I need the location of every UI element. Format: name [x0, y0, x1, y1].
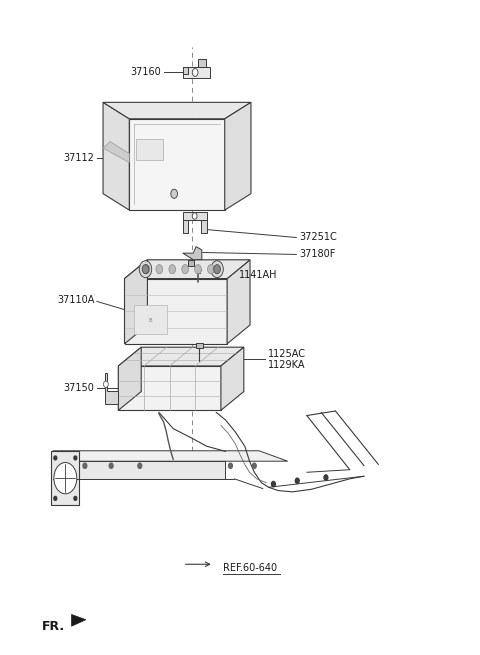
- Polygon shape: [198, 59, 205, 67]
- Polygon shape: [221, 347, 244, 410]
- Circle shape: [182, 265, 189, 274]
- Polygon shape: [124, 260, 250, 278]
- Circle shape: [138, 463, 142, 468]
- Polygon shape: [201, 220, 206, 233]
- Text: REF.60-640: REF.60-640: [223, 563, 277, 572]
- Circle shape: [252, 463, 256, 468]
- Polygon shape: [118, 347, 244, 366]
- Circle shape: [74, 496, 77, 500]
- Polygon shape: [53, 451, 288, 461]
- Circle shape: [156, 265, 163, 274]
- Polygon shape: [105, 373, 118, 404]
- Circle shape: [192, 213, 197, 219]
- Circle shape: [192, 69, 198, 77]
- Text: FR.: FR.: [42, 620, 65, 633]
- Polygon shape: [183, 247, 202, 259]
- Polygon shape: [103, 102, 251, 119]
- Text: 1129KA: 1129KA: [268, 360, 305, 369]
- Polygon shape: [118, 366, 221, 410]
- Circle shape: [83, 463, 87, 468]
- Text: 37112: 37112: [63, 153, 95, 163]
- Polygon shape: [103, 141, 129, 162]
- Circle shape: [211, 261, 223, 278]
- Circle shape: [139, 261, 152, 278]
- Polygon shape: [188, 259, 194, 266]
- Polygon shape: [183, 67, 210, 79]
- Polygon shape: [72, 614, 86, 626]
- Polygon shape: [183, 212, 206, 220]
- Text: 37150: 37150: [63, 383, 95, 393]
- Circle shape: [228, 463, 232, 468]
- Text: 37160: 37160: [131, 67, 161, 77]
- Text: B: B: [149, 318, 153, 324]
- Circle shape: [214, 265, 220, 274]
- Circle shape: [54, 462, 77, 494]
- Circle shape: [207, 265, 214, 274]
- Circle shape: [169, 265, 176, 274]
- Polygon shape: [183, 67, 189, 75]
- Circle shape: [54, 496, 57, 500]
- Polygon shape: [225, 102, 251, 210]
- Text: 37110A: 37110A: [57, 295, 95, 305]
- Polygon shape: [118, 347, 141, 410]
- Polygon shape: [51, 451, 79, 505]
- Circle shape: [74, 456, 77, 460]
- Polygon shape: [134, 305, 168, 334]
- Text: 1141AH: 1141AH: [239, 271, 277, 280]
- Circle shape: [142, 265, 149, 274]
- Polygon shape: [129, 119, 225, 210]
- Circle shape: [54, 456, 57, 460]
- Polygon shape: [124, 260, 147, 344]
- Polygon shape: [124, 278, 227, 344]
- Polygon shape: [53, 461, 225, 479]
- Text: 37251C: 37251C: [300, 233, 337, 242]
- Polygon shape: [183, 220, 189, 233]
- Circle shape: [195, 265, 201, 274]
- Circle shape: [295, 478, 299, 483]
- Text: 1125AC: 1125AC: [268, 348, 306, 358]
- Circle shape: [104, 381, 108, 388]
- Polygon shape: [196, 343, 203, 348]
- Text: 37180F: 37180F: [300, 250, 336, 259]
- Circle shape: [171, 189, 178, 198]
- Polygon shape: [227, 260, 250, 344]
- Circle shape: [109, 463, 113, 468]
- Circle shape: [272, 481, 276, 487]
- Circle shape: [324, 475, 328, 480]
- Polygon shape: [103, 102, 129, 210]
- Circle shape: [143, 265, 150, 274]
- Polygon shape: [136, 139, 163, 160]
